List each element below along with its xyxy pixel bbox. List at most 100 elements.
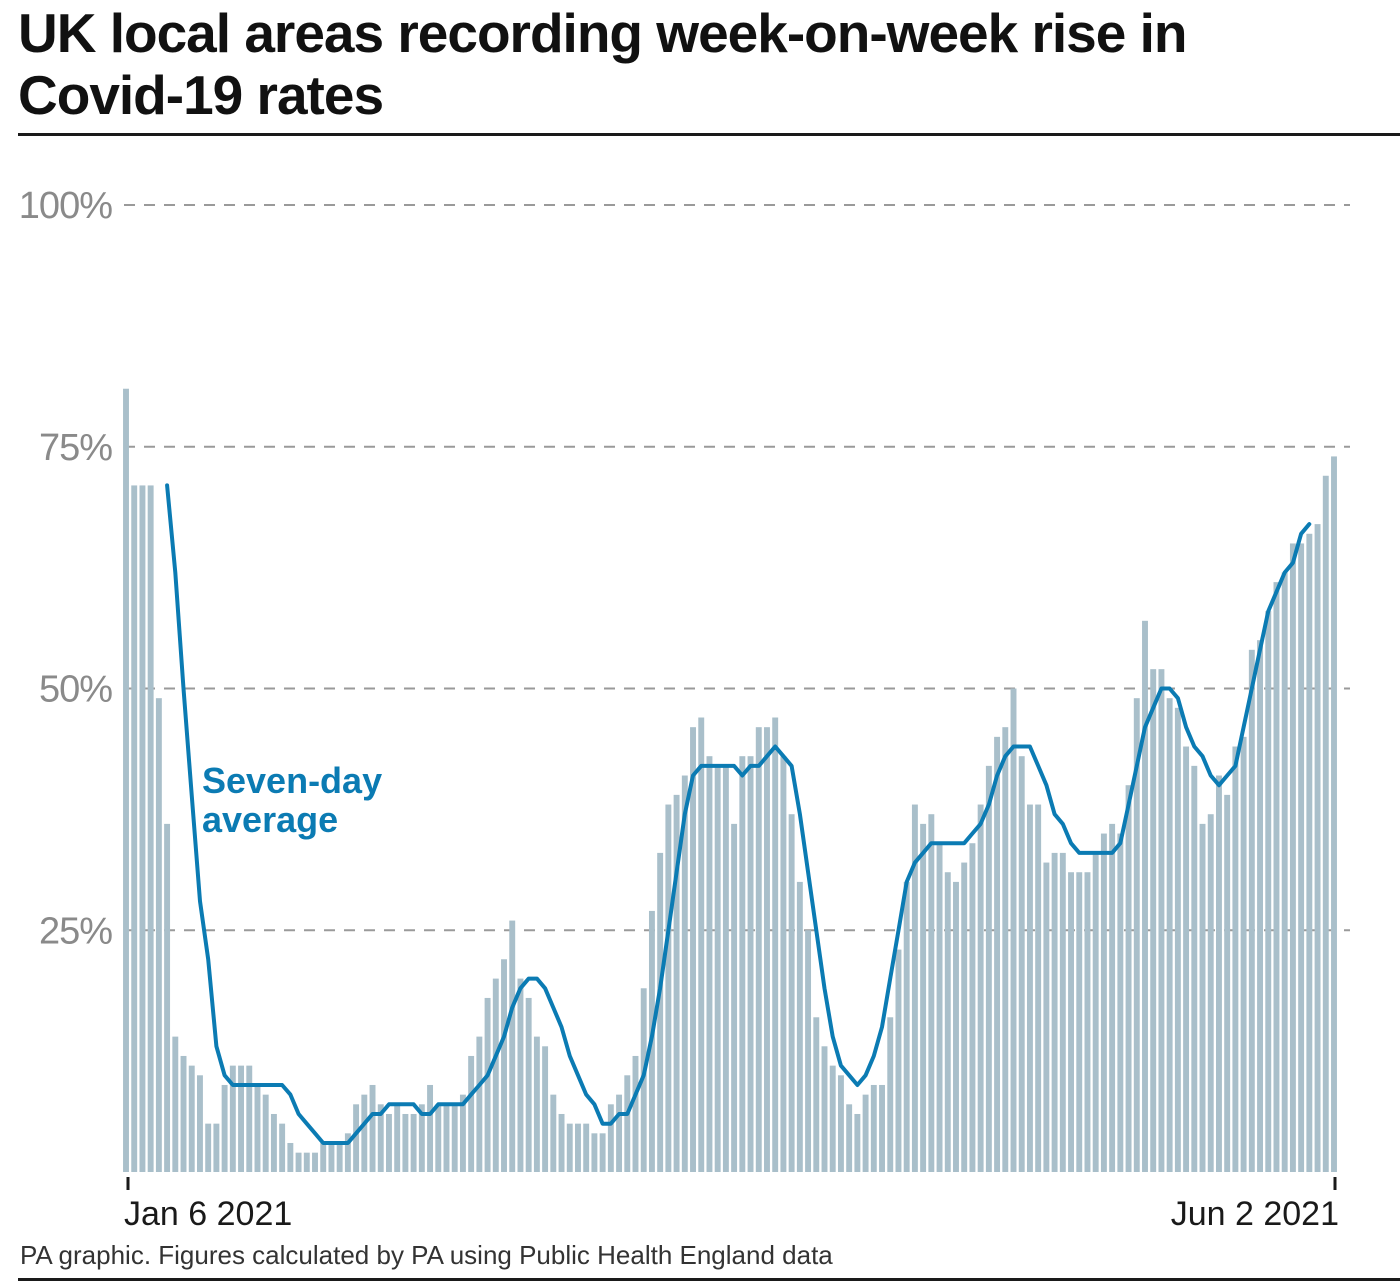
bar [1010,688,1017,1172]
bar [944,872,951,1172]
bar [1314,524,1321,1172]
bar [172,1036,179,1172]
bar [279,1123,286,1172]
bar [788,814,795,1172]
bar [328,1142,335,1172]
bar [722,765,729,1172]
bar [616,1094,623,1172]
bar [1035,804,1042,1172]
bar [1092,852,1099,1172]
y-tick-label-75: 75% [39,427,112,469]
line-annotation: Seven-day average [202,760,382,840]
bar [698,717,705,1172]
bar [1215,775,1222,1172]
bar [657,852,664,1172]
bar [1257,640,1263,1172]
bar [575,1123,581,1172]
bar [846,1104,853,1172]
bar [928,814,935,1172]
y-tick-label-25: 25% [39,910,112,952]
bar [796,881,803,1172]
bar [533,1036,540,1172]
chart-title: UK local areas recording week-on-week ri… [18,2,1188,126]
bar [1322,475,1329,1172]
bar [492,978,499,1172]
bar [870,1084,877,1172]
bar [780,756,787,1172]
bar [690,727,696,1172]
bar [147,485,154,1172]
bar [1174,707,1181,1172]
bar [1199,823,1206,1172]
bar [254,1084,261,1172]
bar [837,1075,844,1172]
bar [197,1075,203,1172]
annotation-line-2: average [202,799,338,840]
bar [1289,543,1296,1172]
bar [155,698,162,1172]
y-axis-ticks: 25% 50% 75% 100% [19,185,113,952]
x-tick-label-end: Jun 2 2021 [1171,1195,1339,1233]
bar [180,1055,187,1172]
bar [459,1094,466,1172]
bar [353,1104,360,1172]
bar [1306,533,1313,1172]
bar [501,959,507,1172]
bar [632,1055,639,1172]
bar [805,930,812,1172]
bar [1059,852,1066,1172]
bar [665,804,672,1172]
bar [1248,649,1255,1172]
bar [747,756,754,1172]
bar [213,1123,220,1172]
line-series [165,483,1312,1145]
bar [607,1104,614,1172]
source-credit: PA graphic. Figures calculated by PA usi… [20,1240,833,1270]
bar [205,1123,212,1172]
bar [936,843,943,1172]
bar [509,920,516,1172]
bar [1265,611,1272,1172]
bar [435,1104,442,1172]
bar [1191,765,1198,1172]
bar [229,1065,236,1172]
bar [1109,823,1116,1172]
bar [953,881,959,1172]
bar [517,978,524,1172]
bar [336,1142,343,1172]
bar [1207,814,1214,1172]
bar [739,756,746,1172]
bar [673,794,680,1172]
seven-day-average-line [165,483,1312,1145]
bar [484,997,491,1172]
bar [1224,794,1231,1172]
x-tick-label-start: Jan 6 2021 [124,1195,292,1233]
bar [1281,572,1288,1172]
bar [1166,698,1173,1172]
bar [879,1084,885,1172]
annotation-line-1: Seven-day [202,760,382,801]
bar [525,997,532,1172]
bar [624,1075,631,1172]
bar [985,765,992,1172]
bar [706,756,713,1172]
bar [221,1084,228,1172]
bar [418,1104,425,1172]
bar [764,727,770,1172]
bar [566,1123,573,1172]
bar [887,1017,894,1172]
bar [903,881,910,1172]
bar [854,1113,861,1172]
bar [1298,543,1305,1172]
bar [994,736,1001,1172]
bar [755,727,762,1172]
bar [344,1133,351,1172]
bar [542,1046,549,1172]
bar [1076,872,1083,1172]
bar [1051,852,1058,1172]
bar-series [123,388,1337,1173]
bar [312,1152,318,1172]
bar [1043,862,1050,1172]
bar [139,485,146,1172]
bar [1232,746,1239,1172]
